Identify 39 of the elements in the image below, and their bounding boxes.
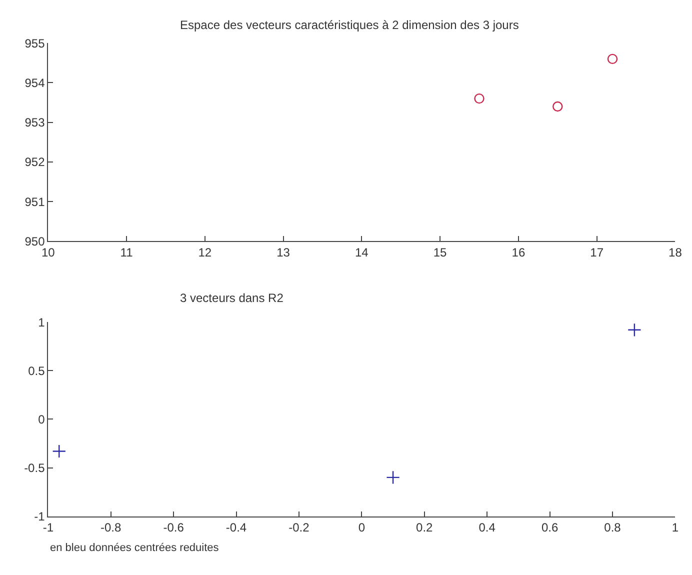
x-tick-label: 0.4 [478, 520, 496, 535]
x-tick-label: 18 [668, 246, 682, 260]
x-tick-label: -0.8 [100, 520, 122, 535]
x-tick-label: 0.2 [416, 520, 434, 535]
y-tick-label: 955 [24, 36, 46, 50]
y-tick-label: 954 [24, 76, 46, 90]
x-tick-label: 17 [590, 246, 604, 260]
y-tick-label: 0 [38, 412, 46, 426]
x-tick-label: 0 [358, 520, 366, 535]
point [52, 444, 66, 458]
x-tick-label: -0.2 [288, 520, 310, 535]
point [474, 93, 484, 104]
x-tick-label: 12 [198, 246, 212, 260]
x-tick-label: 13 [276, 246, 290, 260]
x-tick-label: 16 [512, 246, 526, 260]
chart-title: Espace des vecteurs caractéristiques à 2 dimension des 3 jours [180, 18, 519, 32]
x-tick-label: 0.8 [604, 520, 622, 535]
y-tick-label: 952 [24, 155, 46, 170]
x-tick-label: 0.6 [541, 520, 558, 535]
point [607, 54, 618, 64]
y-tick-label: 1 [38, 315, 46, 330]
y-tick-label: -1 [34, 509, 46, 524]
x-tick-label: -0.4 [226, 520, 247, 535]
y-tick-label: 0.5 [28, 364, 46, 378]
x-tick-label: 1 [672, 520, 679, 535]
y-tick-label: 950 [24, 234, 46, 248]
y-tick-label: -0.5 [24, 460, 46, 475]
y-tick-label: 951 [24, 194, 46, 209]
x-tick-label: 11 [120, 246, 134, 260]
point [386, 470, 400, 484]
x-tick-label: 15 [433, 246, 448, 260]
y-tick-label: 953 [24, 116, 46, 130]
x-tick-label: 10 [41, 246, 56, 260]
point [628, 323, 642, 337]
x-tick-label: 14 [355, 246, 369, 260]
text: en bleu données centrées reduites [50, 542, 220, 554]
x-tick-label: -0.6 [163, 520, 184, 535]
point [552, 101, 563, 112]
chart-title: 3 vecteurs dans R2 [180, 291, 284, 305]
